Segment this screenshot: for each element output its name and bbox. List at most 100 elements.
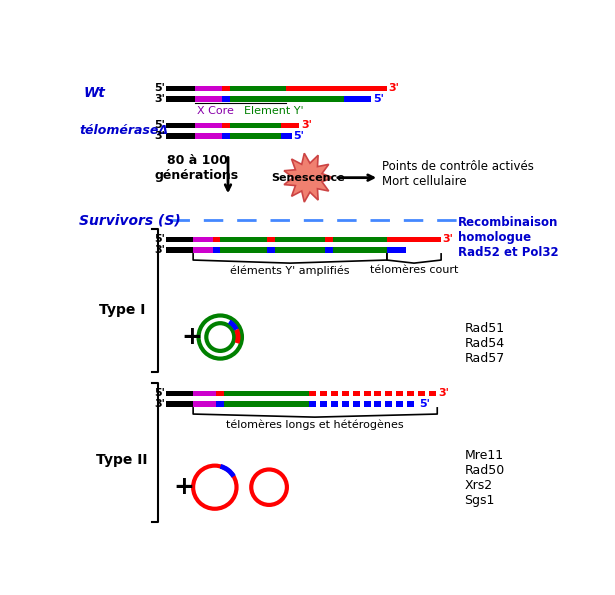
Bar: [213, 237, 220, 242]
Bar: [193, 248, 213, 253]
Bar: [229, 133, 280, 139]
Bar: [429, 390, 435, 396]
Bar: [407, 390, 414, 396]
Text: 3': 3': [154, 131, 165, 141]
Polygon shape: [284, 154, 333, 202]
Text: Survivors (S): Survivors (S): [79, 213, 181, 227]
Bar: [274, 248, 325, 253]
Text: Rad51
Rad54
Rad57: Rad51 Rad54 Rad57: [464, 322, 505, 365]
Text: 3': 3': [154, 245, 165, 255]
Text: 3': 3': [389, 83, 399, 93]
Bar: [166, 86, 196, 91]
Bar: [418, 390, 425, 396]
Bar: [220, 237, 267, 242]
Bar: [222, 133, 229, 139]
Bar: [363, 390, 371, 396]
Text: 5': 5': [373, 94, 384, 104]
Bar: [222, 86, 229, 91]
Text: 80 à 100
générations: 80 à 100 générations: [155, 154, 239, 181]
Text: +: +: [181, 325, 202, 349]
Bar: [193, 402, 216, 407]
Bar: [166, 248, 193, 253]
Bar: [280, 133, 292, 139]
Text: 3': 3': [154, 399, 165, 409]
Text: 3': 3': [438, 389, 450, 398]
Bar: [375, 402, 381, 407]
Bar: [342, 390, 349, 396]
Bar: [320, 390, 327, 396]
Bar: [224, 402, 309, 407]
Text: +: +: [173, 475, 194, 499]
Bar: [213, 248, 220, 253]
Text: 5': 5': [154, 83, 165, 93]
Text: 5': 5': [154, 234, 165, 245]
Bar: [274, 237, 325, 242]
Bar: [196, 123, 222, 128]
Bar: [342, 402, 349, 407]
Bar: [407, 402, 414, 407]
Bar: [353, 390, 360, 396]
Text: Recombinaison
homologue
Rad52 et Pol32: Recombinaison homologue Rad52 et Pol32: [458, 216, 559, 259]
Text: 3': 3': [301, 120, 312, 130]
Text: X Core: X Core: [197, 107, 234, 117]
Bar: [196, 96, 222, 102]
Text: télomères longs et hétérogènes: télomères longs et hétérogènes: [226, 419, 403, 430]
Bar: [309, 402, 316, 407]
Bar: [331, 402, 338, 407]
Bar: [396, 402, 403, 407]
Bar: [280, 123, 300, 128]
Bar: [353, 402, 360, 407]
Text: 3': 3': [443, 234, 453, 245]
Text: Mre11
Rad50
Xrs2
Sgs1: Mre11 Rad50 Xrs2 Sgs1: [464, 449, 505, 507]
Text: Senescence: Senescence: [271, 173, 344, 183]
Bar: [344, 96, 371, 102]
Bar: [166, 96, 196, 102]
Bar: [386, 390, 392, 396]
Bar: [193, 237, 213, 242]
Text: 5': 5': [154, 120, 165, 130]
Text: Element Y': Element Y': [244, 107, 303, 117]
Bar: [286, 86, 387, 91]
Bar: [166, 402, 193, 407]
Bar: [331, 390, 338, 396]
Bar: [386, 402, 392, 407]
Bar: [267, 248, 274, 253]
Bar: [166, 123, 196, 128]
Bar: [396, 390, 403, 396]
Bar: [166, 237, 193, 242]
Bar: [229, 86, 286, 91]
Text: télomères court: télomères court: [370, 265, 458, 275]
Bar: [224, 390, 309, 396]
Bar: [375, 390, 381, 396]
Bar: [216, 402, 224, 407]
Text: éléments Y' amplifiés: éléments Y' amplifiés: [230, 265, 350, 276]
Text: 5': 5': [293, 131, 304, 141]
Bar: [325, 248, 333, 253]
Bar: [220, 248, 267, 253]
Bar: [229, 96, 344, 102]
Bar: [363, 402, 371, 407]
Bar: [196, 86, 222, 91]
Bar: [267, 237, 274, 242]
Bar: [166, 390, 193, 396]
Text: Wt: Wt: [83, 86, 105, 100]
Bar: [333, 248, 387, 253]
Text: 3': 3': [154, 94, 165, 104]
Bar: [309, 390, 316, 396]
Bar: [333, 237, 387, 242]
Bar: [222, 123, 229, 128]
Bar: [193, 390, 216, 396]
Text: 5': 5': [154, 389, 165, 398]
Bar: [196, 133, 222, 139]
Bar: [387, 248, 407, 253]
Text: Points de contrôle activés
Mort cellulaire: Points de contrôle activés Mort cellulai…: [383, 160, 534, 188]
Bar: [325, 237, 333, 242]
Text: 5': 5': [419, 399, 430, 409]
Bar: [216, 390, 224, 396]
Bar: [222, 96, 229, 102]
Text: Type II: Type II: [97, 453, 148, 467]
Bar: [387, 237, 441, 242]
Text: Type I: Type I: [98, 303, 145, 317]
Bar: [229, 123, 280, 128]
Bar: [320, 402, 327, 407]
